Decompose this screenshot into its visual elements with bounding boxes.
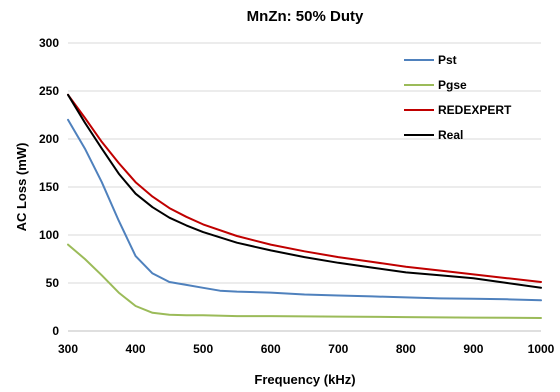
series-line-redexpert bbox=[67, 93, 542, 283]
x-tick-label: 400 bbox=[126, 342, 146, 356]
x-tick-label: 300 bbox=[58, 342, 78, 356]
legend-label: Real bbox=[438, 128, 463, 142]
y-axis-label: AC Loss (mW) bbox=[14, 143, 29, 232]
legend-label: Pst bbox=[438, 53, 457, 67]
y-tick-label: 300 bbox=[39, 36, 59, 50]
y-axis-ticks: 0 50 100 150 200 250 300 bbox=[39, 36, 59, 338]
x-tick-label: 800 bbox=[396, 342, 416, 356]
legend: Pst Pgse REDEXPERT Real bbox=[404, 53, 512, 142]
legend-label: REDEXPERT bbox=[438, 103, 512, 117]
x-tick-label: 1000 bbox=[528, 342, 555, 356]
x-tick-label: 500 bbox=[193, 342, 213, 356]
y-tick-label: 100 bbox=[39, 228, 59, 242]
x-tick-label: 900 bbox=[463, 342, 483, 356]
y-tick-label: 250 bbox=[39, 84, 59, 98]
x-axis-label: Frequency (kHz) bbox=[254, 372, 355, 387]
x-tick-label: 700 bbox=[328, 342, 348, 356]
chart-title: MnZn: 50% Duty bbox=[247, 8, 364, 25]
x-tick-label: 600 bbox=[261, 342, 281, 356]
series-line-real bbox=[67, 93, 542, 289]
plot-series bbox=[67, 93, 542, 319]
legend-label: Pgse bbox=[438, 78, 467, 92]
y-tick-label: 0 bbox=[52, 324, 59, 338]
y-tick-label: 200 bbox=[39, 132, 59, 146]
y-tick-label: 150 bbox=[39, 180, 59, 194]
y-tick-label: 50 bbox=[46, 276, 60, 290]
gridlines bbox=[68, 42, 541, 332]
x-axis-ticks: 300 400 500 600 700 800 900 1000 bbox=[58, 342, 555, 356]
series-line-pgse bbox=[67, 243, 542, 319]
series-line-pst bbox=[67, 118, 542, 302]
